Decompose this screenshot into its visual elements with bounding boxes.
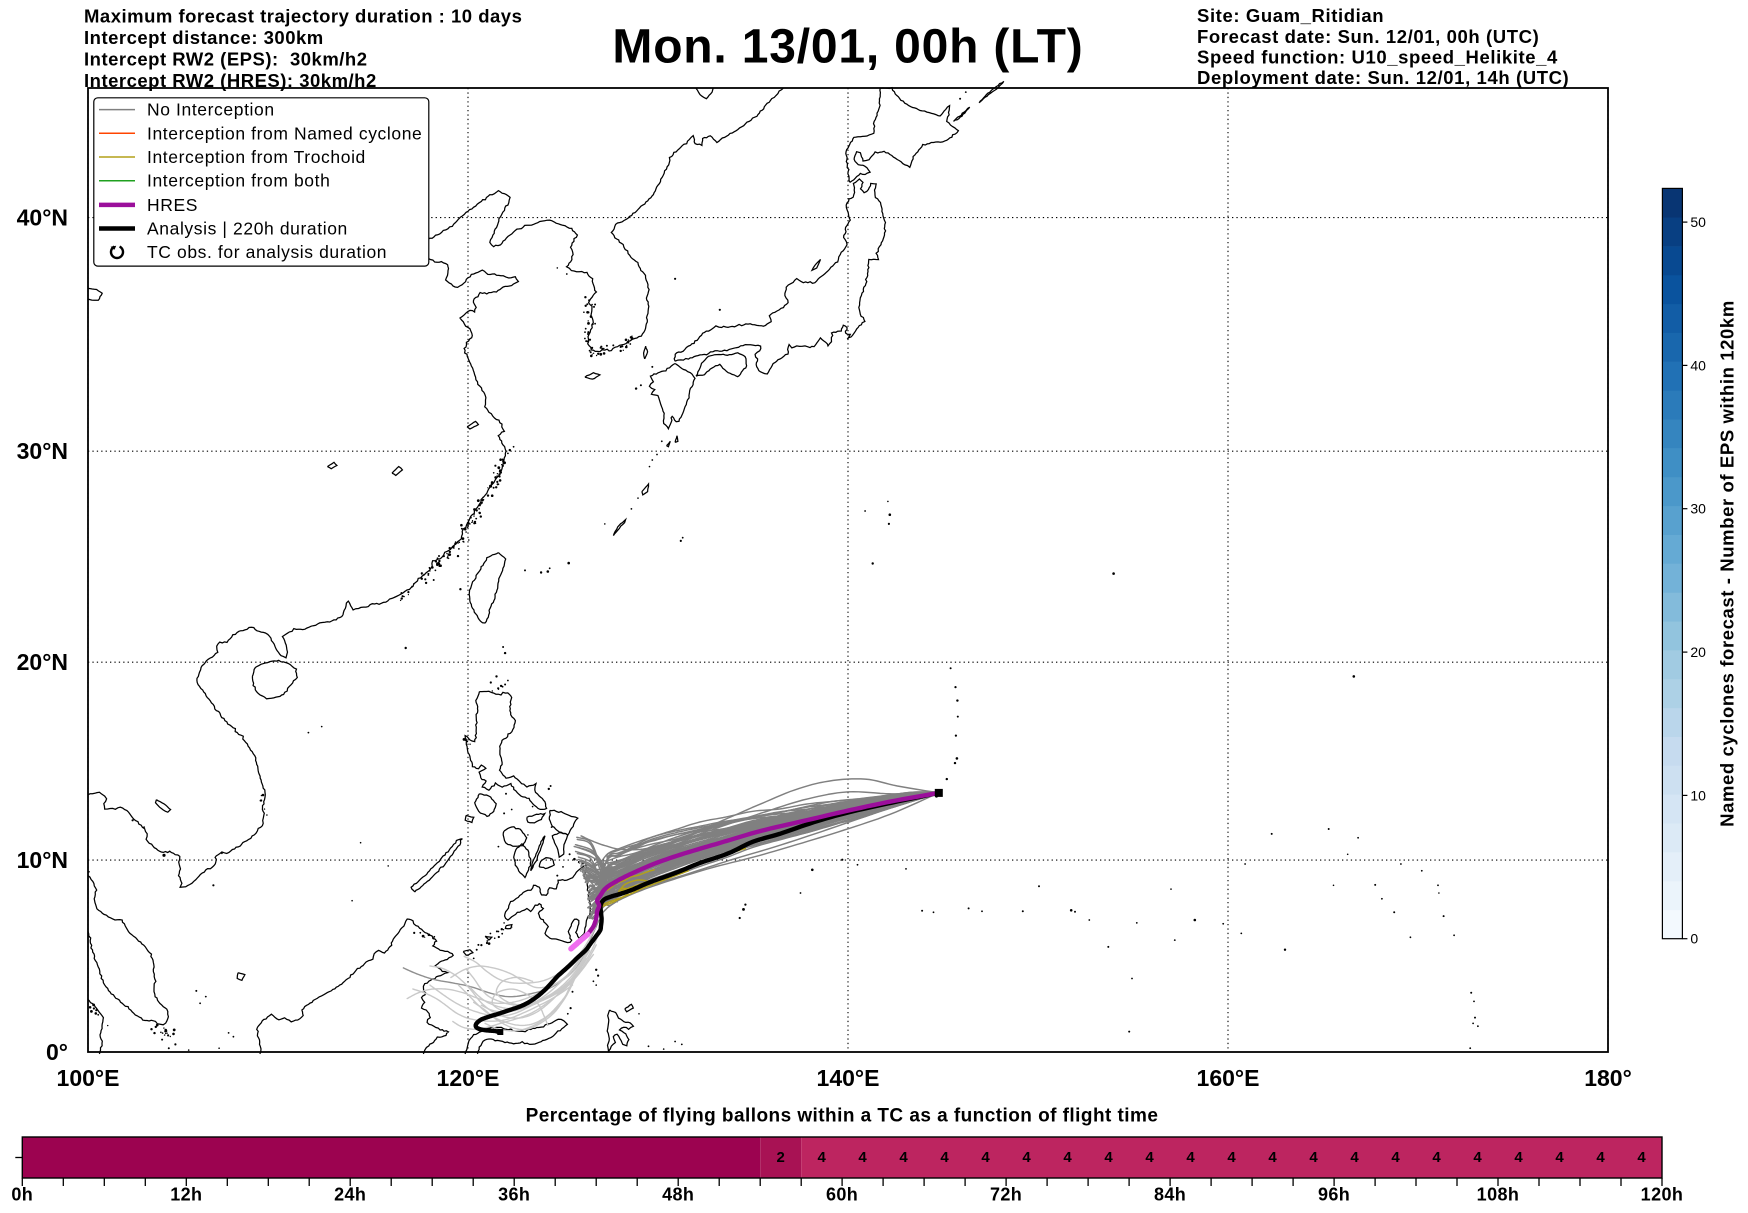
svg-text:No Interception: No Interception <box>147 100 275 120</box>
svg-text:Interception from Named cyclon: Interception from Named cyclone <box>147 123 422 143</box>
svg-text:0°: 0° <box>46 1039 68 1065</box>
svg-text:Intercept distance: 300km: Intercept distance: 300km <box>84 27 324 48</box>
svg-text:40: 40 <box>1690 357 1706 373</box>
svg-text:Speed function: U10_speed_Heli: Speed function: U10_speed_Helikite_4 <box>1197 47 1558 68</box>
svg-text:Mon. 13/01, 00h (LT): Mon. 13/01, 00h (LT) <box>612 21 1083 74</box>
svg-text:48h: 48h <box>662 1185 694 1205</box>
svg-text:12h: 12h <box>170 1185 202 1205</box>
svg-text:4: 4 <box>1063 1149 1072 1166</box>
svg-text:Intercept RW2 (EPS): 30km/h2: Intercept RW2 (EPS): 30km/h2 <box>84 49 368 70</box>
svg-text:4: 4 <box>1596 1149 1605 1166</box>
svg-text:120°E: 120°E <box>437 1065 500 1091</box>
svg-text:Analysis | 220h duration: Analysis | 220h duration <box>147 219 348 239</box>
svg-text:4: 4 <box>818 1149 827 1166</box>
svg-text:4: 4 <box>1350 1149 1359 1166</box>
svg-text:100°E: 100°E <box>57 1065 120 1091</box>
svg-text:30°N: 30°N <box>17 438 68 464</box>
svg-text:10°N: 10°N <box>17 847 68 873</box>
svg-text:4: 4 <box>1514 1149 1523 1166</box>
svg-text:4: 4 <box>1268 1149 1277 1166</box>
svg-text:Forecast date: Sun. 12/01, 00h: Forecast date: Sun. 12/01, 00h (UTC) <box>1197 26 1539 47</box>
svg-text:120h: 120h <box>1641 1185 1684 1205</box>
svg-text:4: 4 <box>1104 1149 1113 1166</box>
svg-text:4: 4 <box>1391 1149 1400 1166</box>
svg-text:10: 10 <box>1690 787 1706 803</box>
svg-text:4: 4 <box>1309 1149 1318 1166</box>
svg-text:20°N: 20°N <box>17 649 68 675</box>
svg-text:108h: 108h <box>1477 1185 1520 1205</box>
svg-text:24h: 24h <box>334 1185 366 1205</box>
svg-text:4: 4 <box>1186 1149 1195 1166</box>
svg-text:4: 4 <box>981 1149 990 1166</box>
svg-text:Intercept RW2 (HRES): 30km/h2: Intercept RW2 (HRES): 30km/h2 <box>84 70 377 91</box>
svg-text:4: 4 <box>1022 1149 1031 1166</box>
svg-text:4: 4 <box>858 1149 867 1166</box>
svg-text:4: 4 <box>1555 1149 1564 1166</box>
svg-text:180°: 180° <box>1584 1065 1632 1091</box>
svg-text:Deployment date: Sun. 12/01, 1: Deployment date: Sun. 12/01, 14h (UTC) <box>1197 67 1569 88</box>
svg-text:40°N: 40°N <box>17 205 68 231</box>
svg-text:96h: 96h <box>1318 1185 1350 1205</box>
svg-text:36h: 36h <box>498 1185 530 1205</box>
svg-text:0: 0 <box>1690 931 1698 947</box>
svg-text:4: 4 <box>899 1149 908 1166</box>
svg-text:Percentage of flying ballons w: Percentage of flying ballons within a TC… <box>526 1106 1159 1127</box>
svg-text:4: 4 <box>1473 1149 1482 1166</box>
svg-text:72h: 72h <box>990 1185 1022 1205</box>
svg-text:0h: 0h <box>11 1185 33 1205</box>
svg-text:50: 50 <box>1690 214 1706 230</box>
svg-text:Interception from both: Interception from both <box>147 171 330 191</box>
svg-text:4: 4 <box>1637 1149 1646 1166</box>
svg-text:20: 20 <box>1690 644 1706 660</box>
svg-text:Interception from Trochoid: Interception from Trochoid <box>147 147 366 167</box>
svg-text:Named cyclones forecast - Numb: Named cyclones forecast - Number of EPS … <box>1717 300 1738 827</box>
svg-text:Maximum forecast trajectory du: Maximum forecast trajectory duration : 1… <box>84 6 522 27</box>
svg-text:Site: Guam_Ritidian: Site: Guam_Ritidian <box>1197 5 1384 26</box>
svg-text:2: 2 <box>777 1149 785 1166</box>
svg-text:140°E: 140°E <box>817 1065 880 1091</box>
svg-text:60h: 60h <box>826 1185 858 1205</box>
svg-text:TC obs. for analysis duration: TC obs. for analysis duration <box>147 242 387 262</box>
svg-text:30: 30 <box>1690 501 1706 517</box>
svg-text:4: 4 <box>1145 1149 1154 1166</box>
svg-text:160°E: 160°E <box>1197 1065 1260 1091</box>
svg-text:4: 4 <box>1432 1149 1441 1166</box>
svg-text:4: 4 <box>940 1149 949 1166</box>
svg-text:4: 4 <box>1227 1149 1236 1166</box>
svg-text:84h: 84h <box>1154 1185 1186 1205</box>
svg-text:HRES: HRES <box>147 195 198 215</box>
